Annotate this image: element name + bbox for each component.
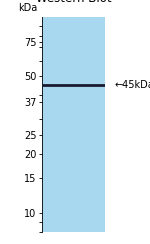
Text: kDa: kDa [18, 3, 37, 13]
Text: ←45kDa: ←45kDa [114, 80, 150, 90]
Text: Western Blot: Western Blot [36, 0, 111, 5]
